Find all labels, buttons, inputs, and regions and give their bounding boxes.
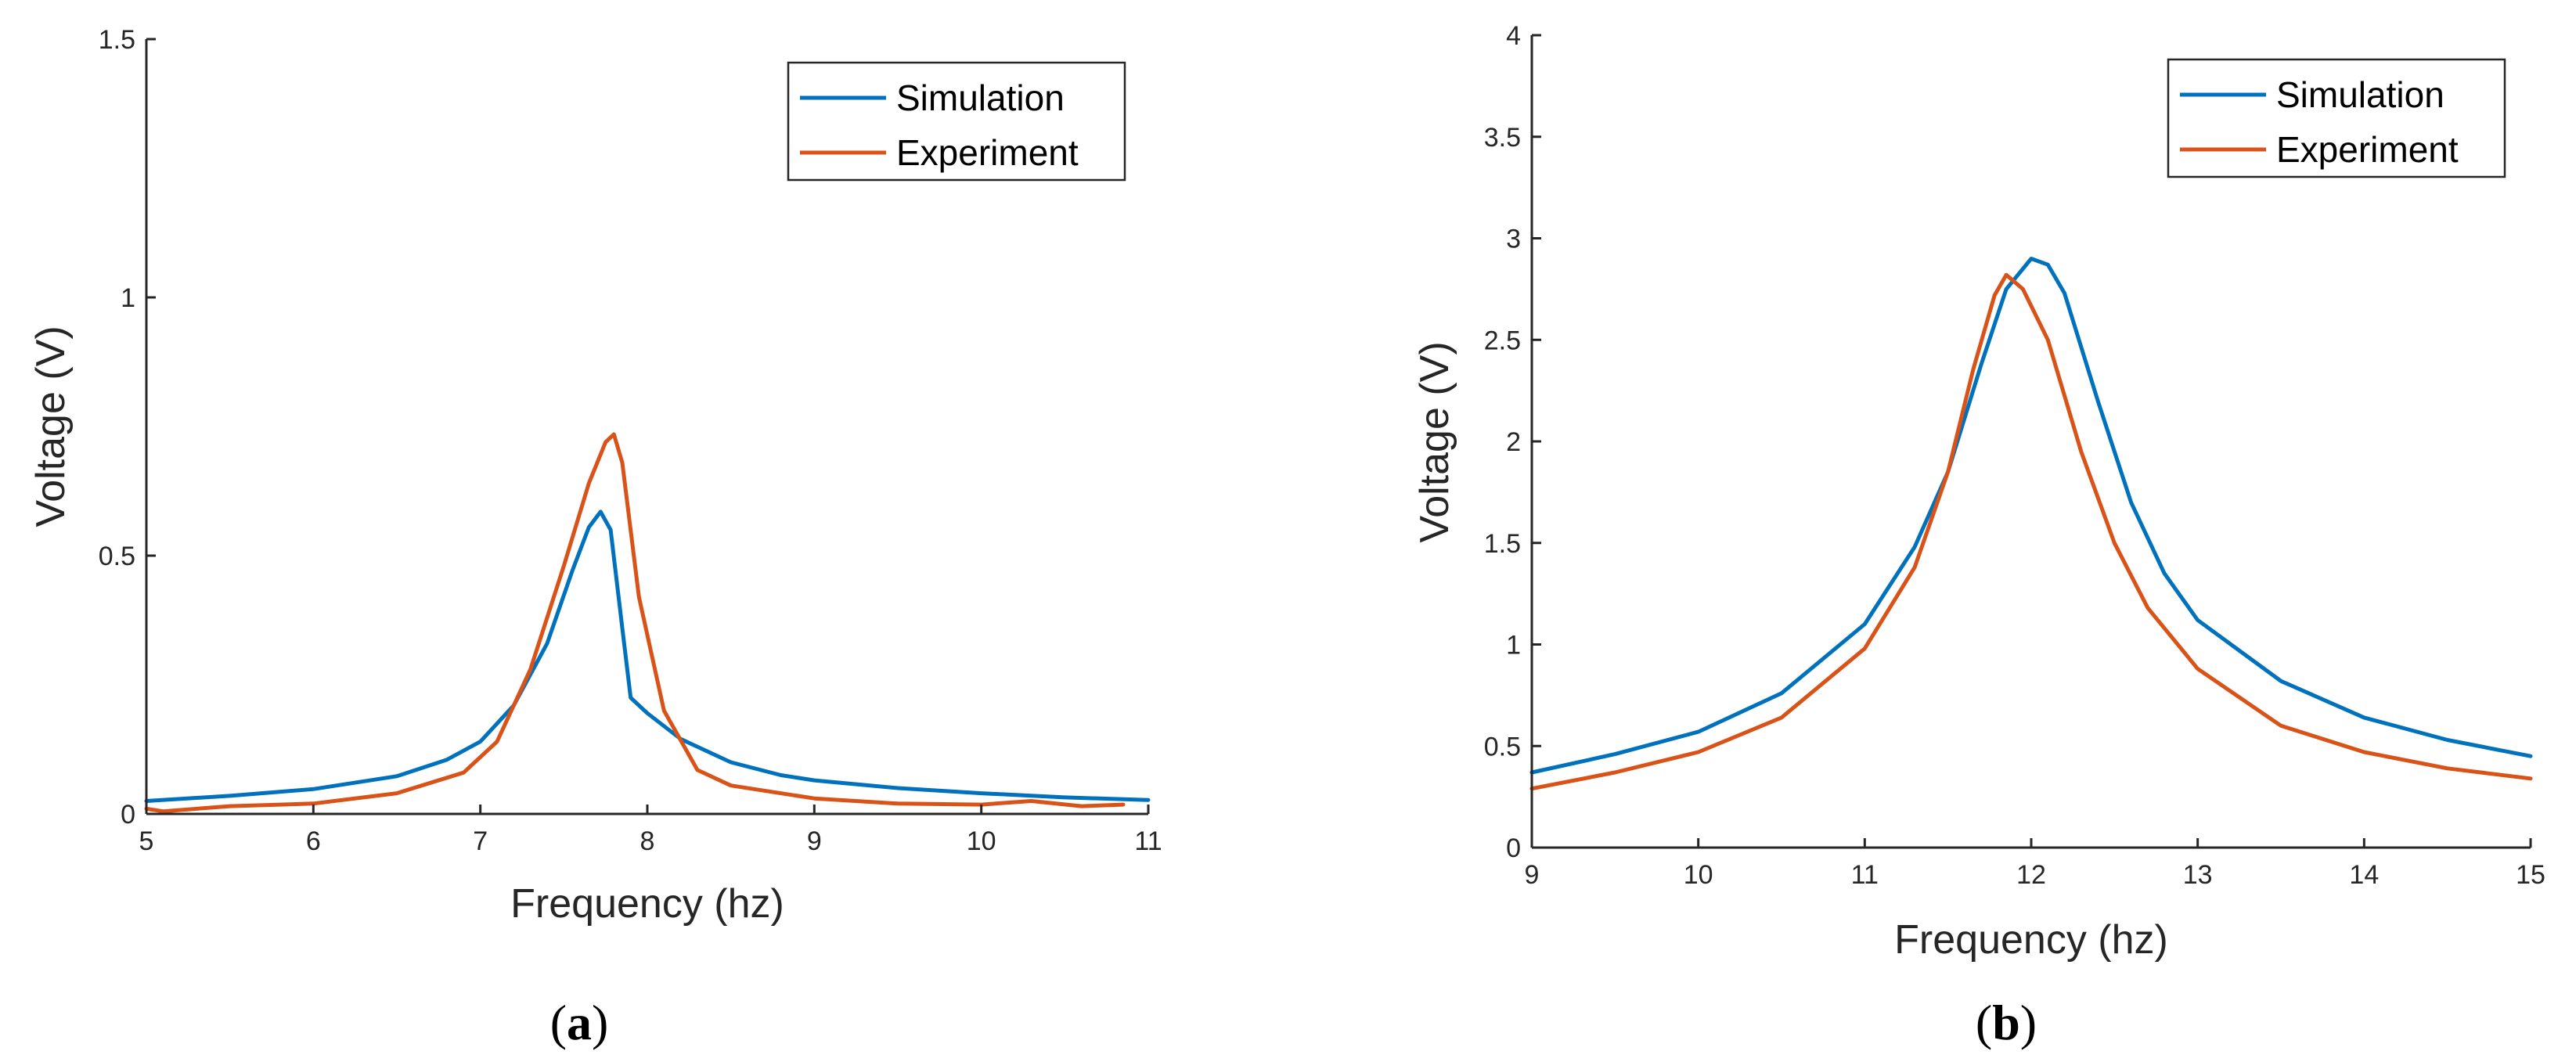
y-tick-label: 1.5	[1484, 529, 1521, 559]
x-tick-label: 9	[807, 826, 822, 856]
caption-letter-a: a	[567, 995, 592, 1050]
legend-label-experiment-a: Experiment	[896, 132, 1079, 173]
x-tick-label: 13	[2183, 860, 2213, 890]
x-tick-label: 15	[2516, 860, 2545, 890]
legend-label-simulation-b: Simulation	[2276, 74, 2444, 115]
y-tick-label: 0	[121, 800, 135, 830]
y-tick-label: 1.5	[99, 25, 135, 55]
x-tick-label: 9	[1525, 860, 1540, 890]
y-tick-label: 1	[1506, 631, 1521, 661]
caption-b: (b)	[1976, 995, 2037, 1050]
y-axis-title-b: Voltage (V)	[1412, 341, 1457, 542]
y-tick-label: 0.5	[99, 542, 135, 571]
y-axis-title-a: Voltage (V)	[28, 326, 74, 527]
series-line-simulation-b	[1529, 257, 2533, 775]
caption-a: (a)	[550, 995, 609, 1050]
ticks-b: 9 10 11 12 13 14 15 0 0.5 1 1.5 2 2.5 3 3.5 4	[1484, 21, 2545, 890]
series-line-simulation-a	[144, 509, 1151, 803]
legend-label-simulation-a: Simulation	[896, 77, 1065, 118]
legend-box-b	[2167, 58, 2506, 178]
x-axis-title-a: Frequency (hz)	[510, 881, 784, 927]
series-line-experiment-b	[1529, 272, 2533, 791]
chart-panel-b: 9 10 11 12 13 14 15 0 0.5 1 1.5 2 2.5 3 3.5 4 Frequency…	[1412, 21, 2545, 1050]
x-tick-label: 11	[1134, 826, 1162, 856]
caption-letter-b: b	[1992, 995, 2020, 1050]
chart-panel-a: 5 6 7 8 9 10 11 0 0.5 1 1.5 Frequency (hz) Voltage…	[28, 25, 1162, 1050]
x-tick-label: 10	[967, 826, 996, 856]
y-tick-label: 1	[121, 283, 135, 313]
legend-b: Simulation Experiment	[2167, 58, 2506, 178]
legend-a: Simulation Experiment	[787, 61, 1126, 182]
ticks-a: 5 6 7 8 9 10 11 0 0.5 1 1.5	[99, 25, 1162, 856]
y-tick-label: 3.5	[1484, 123, 1521, 153]
x-tick-label: 7	[473, 826, 488, 856]
y-tick-label: 0.5	[1484, 732, 1521, 761]
series-line-experiment-a	[144, 432, 1126, 814]
x-tick-label: 5	[139, 826, 154, 856]
x-tick-label: 12	[2016, 860, 2046, 890]
y-tick-label: 3	[1506, 225, 1521, 254]
plot-lines-b	[1529, 257, 2533, 791]
legend-box-a	[787, 61, 1126, 182]
x-tick-label: 10	[1684, 860, 1713, 890]
legend-label-experiment-b: Experiment	[2276, 129, 2459, 170]
x-tick-label: 14	[2349, 860, 2379, 890]
y-tick-label: 0	[1506, 833, 1521, 863]
plot-lines-a	[144, 432, 1151, 814]
y-tick-label: 2	[1506, 427, 1521, 457]
x-axis-title-b: Frequency (hz)	[1894, 917, 2168, 963]
x-tick-label: 6	[306, 826, 321, 856]
x-tick-label: 11	[1851, 860, 1879, 890]
x-tick-label: 8	[640, 826, 655, 856]
y-tick-label: 4	[1506, 21, 1521, 51]
y-tick-label: 2.5	[1484, 326, 1521, 355]
